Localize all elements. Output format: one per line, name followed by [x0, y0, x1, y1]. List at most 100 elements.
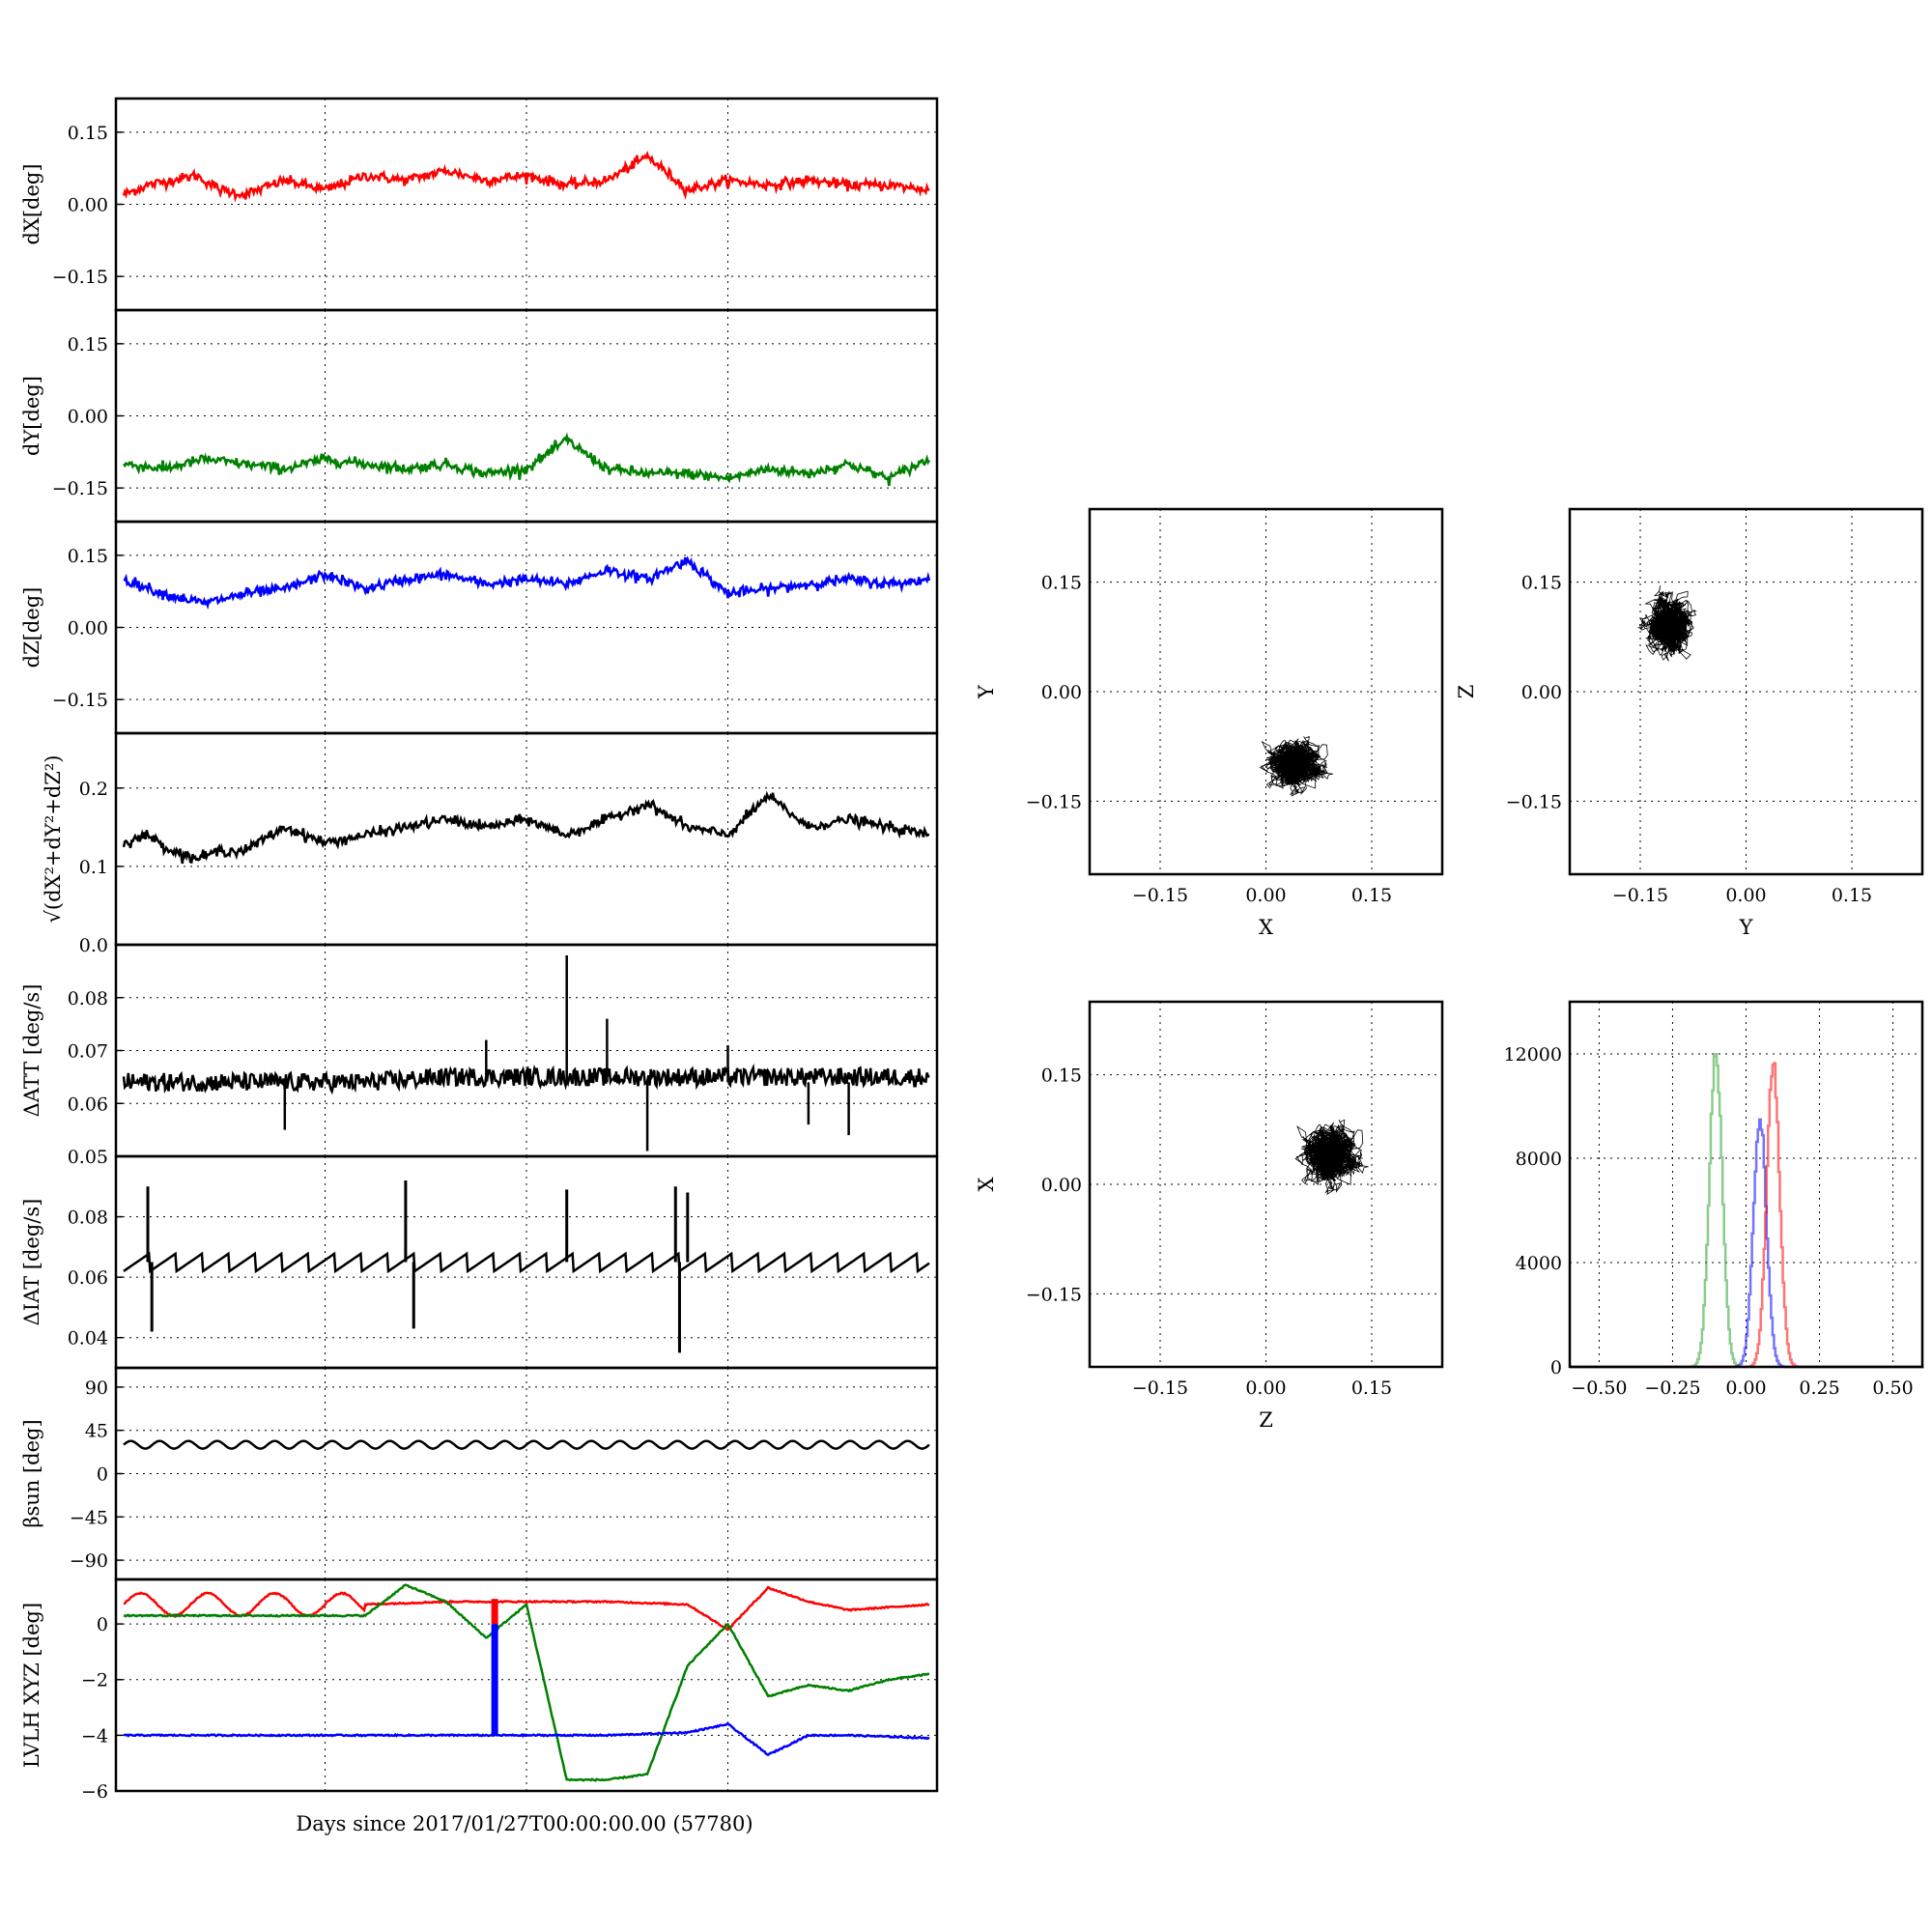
lvlh-bar-red	[491, 1599, 498, 1625]
y-tick-label: −0.15	[52, 478, 108, 499]
y-axis-label-lvlh: LVLH XYZ [deg]	[20, 1603, 43, 1768]
y-tick-label: 0	[97, 1614, 108, 1635]
panel-beta: −90 −45 0 45 90 βsun [deg]	[20, 1366, 939, 1581]
y-tick-label: −2	[81, 1670, 108, 1691]
y-tick-label: 0.00	[1521, 682, 1562, 703]
y-tick-label: 0.06	[68, 1094, 108, 1115]
y-tick-label: 0.00	[1041, 682, 1082, 703]
y-tick-label: 4000	[1516, 1253, 1562, 1274]
histogram-series-1	[1570, 1118, 1924, 1369]
y-tick-label: 0	[97, 1464, 108, 1486]
y-axis-label-zx: X	[975, 1177, 998, 1191]
histogram-panel: −0.50 −0.25 0.00 0.25 0.50 0 4000 8000 12000	[1504, 1000, 1924, 1399]
y-tick-label: 90	[85, 1378, 108, 1399]
y-tick-label: 0.1	[79, 857, 108, 878]
y-tick-label: 0.15	[1041, 1065, 1082, 1087]
x-tick-label: 0.50	[1872, 1378, 1913, 1399]
y-axis-label-dy: dY[deg]	[20, 376, 43, 456]
y-tick-label: −45	[70, 1507, 108, 1528]
series-line-lvlh-0	[123, 1585, 930, 1632]
y-tick-label: 0.07	[68, 1041, 108, 1063]
series-line-diat-0	[123, 1251, 930, 1274]
x-tick-label: 0.15	[1832, 885, 1872, 906]
x-axis-label-xy: X	[1259, 916, 1273, 939]
x-tick-label: 0.00	[1245, 1378, 1286, 1399]
scatter-trace-zx	[1294, 1119, 1369, 1195]
panel-frame	[1568, 507, 1924, 876]
panel-frame	[114, 731, 939, 947]
y-axis-label-dx: dX[deg]	[20, 163, 43, 244]
y-tick-label: 0.00	[68, 618, 108, 639]
x-tick-label: 0.00	[1725, 885, 1766, 906]
y-tick-label: −0.15	[1026, 1284, 1082, 1305]
x-tick-label: −0.25	[1644, 1378, 1700, 1399]
scatter-panels: −0.15 −0.15 0.00 0.00 0.15 0.15 X Y −0.15 −0.15 0.…	[975, 507, 1924, 1432]
y-tick-label: −0.15	[1026, 791, 1082, 812]
series-line-dx-0	[122, 150, 930, 203]
y-tick-label: 0.04	[68, 1328, 108, 1350]
panel-r: 0.0 0.1 0.2 √(dX²+dY²+dZ²)	[42, 731, 939, 956]
x-tick-label: 0.15	[1351, 1378, 1392, 1399]
y-tick-label: −4	[81, 1725, 108, 1747]
panel-frame	[114, 1154, 939, 1370]
y-axis-label-diat: ΔIAT [deg/s]	[20, 1199, 43, 1326]
panel-dx: −0.15 0.00 0.15 dX[deg]	[20, 97, 939, 312]
y-axis-label-datt: ΔATT [deg/s]	[20, 984, 43, 1118]
x-axis-label-yz: Y	[1739, 916, 1754, 939]
y-tick-label: −0.15	[1506, 791, 1562, 812]
panel-dz: −0.15 0.00 0.15 dZ[deg]	[20, 520, 939, 735]
x-tick-label: −0.15	[1132, 885, 1188, 906]
panel-frame	[1088, 507, 1444, 876]
y-tick-label: 0.15	[1041, 573, 1082, 594]
y-axis-label-dz: dZ[deg]	[20, 587, 43, 668]
time-axis-label: Days since 2017/01/27T00:00:00.00 (57780…	[296, 1812, 753, 1835]
y-axis-label-beta: βsun [deg]	[20, 1419, 43, 1527]
panel-dy: −0.15 0.00 0.15 dY[deg]	[20, 308, 939, 524]
y-tick-label: −6	[81, 1781, 108, 1803]
y-tick-label: 0.15	[68, 123, 108, 144]
x-tick-label: −0.50	[1571, 1378, 1627, 1399]
panel-frame	[1568, 1000, 1924, 1369]
series-line-dy-0	[122, 432, 931, 487]
scatter-xy: −0.15 −0.15 0.00 0.00 0.15 0.15 X Y	[975, 507, 1444, 939]
y-tick-label: 0.0	[79, 935, 108, 956]
x-tick-label: 0.00	[1245, 885, 1286, 906]
x-tick-label: 0.00	[1725, 1378, 1766, 1399]
y-axis-label-xy: Y	[975, 684, 998, 699]
y-tick-label: 0.05	[68, 1147, 108, 1168]
series-line-beta-0	[123, 1439, 930, 1450]
y-tick-label: 0.2	[79, 779, 108, 800]
y-tick-label: 0.06	[68, 1267, 108, 1289]
x-tick-label: 0.15	[1351, 885, 1392, 906]
panel-lvlh: −6 −4 −2 0 LVLH XYZ [deg]	[20, 1577, 939, 1803]
panel-frame	[1088, 1000, 1444, 1369]
lvlh-bar	[491, 1624, 498, 1736]
x-tick-label: 0.25	[1799, 1378, 1839, 1399]
y-tick-label: 12000	[1504, 1044, 1562, 1065]
series-line-r-0	[122, 790, 930, 865]
y-tick-label: 0.15	[68, 334, 108, 355]
series-line-lvlh-1	[123, 1583, 930, 1782]
y-tick-label: 45	[85, 1421, 108, 1442]
scatter-trace-xy	[1259, 735, 1334, 797]
y-tick-label: 0.00	[1041, 1175, 1082, 1196]
series-line-datt-0	[122, 1063, 930, 1095]
y-tick-label: 0	[1550, 1357, 1562, 1378]
y-tick-label: 0.08	[68, 1208, 108, 1229]
x-tick-label: −0.15	[1132, 1378, 1188, 1399]
x-axis-label-zx: Z	[1259, 1408, 1273, 1432]
panel-frame	[114, 1577, 939, 1793]
y-tick-label: 0.00	[68, 195, 108, 216]
scatter-zx: −0.15 −0.15 0.00 0.00 0.15 0.15 Z X	[975, 1000, 1444, 1432]
y-tick-label: 0.15	[68, 546, 108, 567]
y-tick-label: 0.00	[68, 407, 108, 428]
y-tick-label: −90	[70, 1550, 108, 1572]
series-line-dz-0	[123, 555, 931, 611]
y-tick-label: −0.15	[52, 690, 108, 711]
scatter-yz: −0.15 −0.15 0.00 0.00 0.15 0.15 Y Z	[1455, 507, 1924, 939]
panel-datt: 0.05 0.06 0.07 0.08 ΔATT [deg/s]	[20, 943, 939, 1168]
panel-diat: 0.04 0.06 0.08 ΔIAT [deg/s]	[20, 1154, 939, 1370]
y-tick-label: 8000	[1516, 1149, 1562, 1170]
time-series-panels: −0.150.000.15dX[deg]−0.150.000.15dY[deg]…	[20, 97, 939, 1803]
